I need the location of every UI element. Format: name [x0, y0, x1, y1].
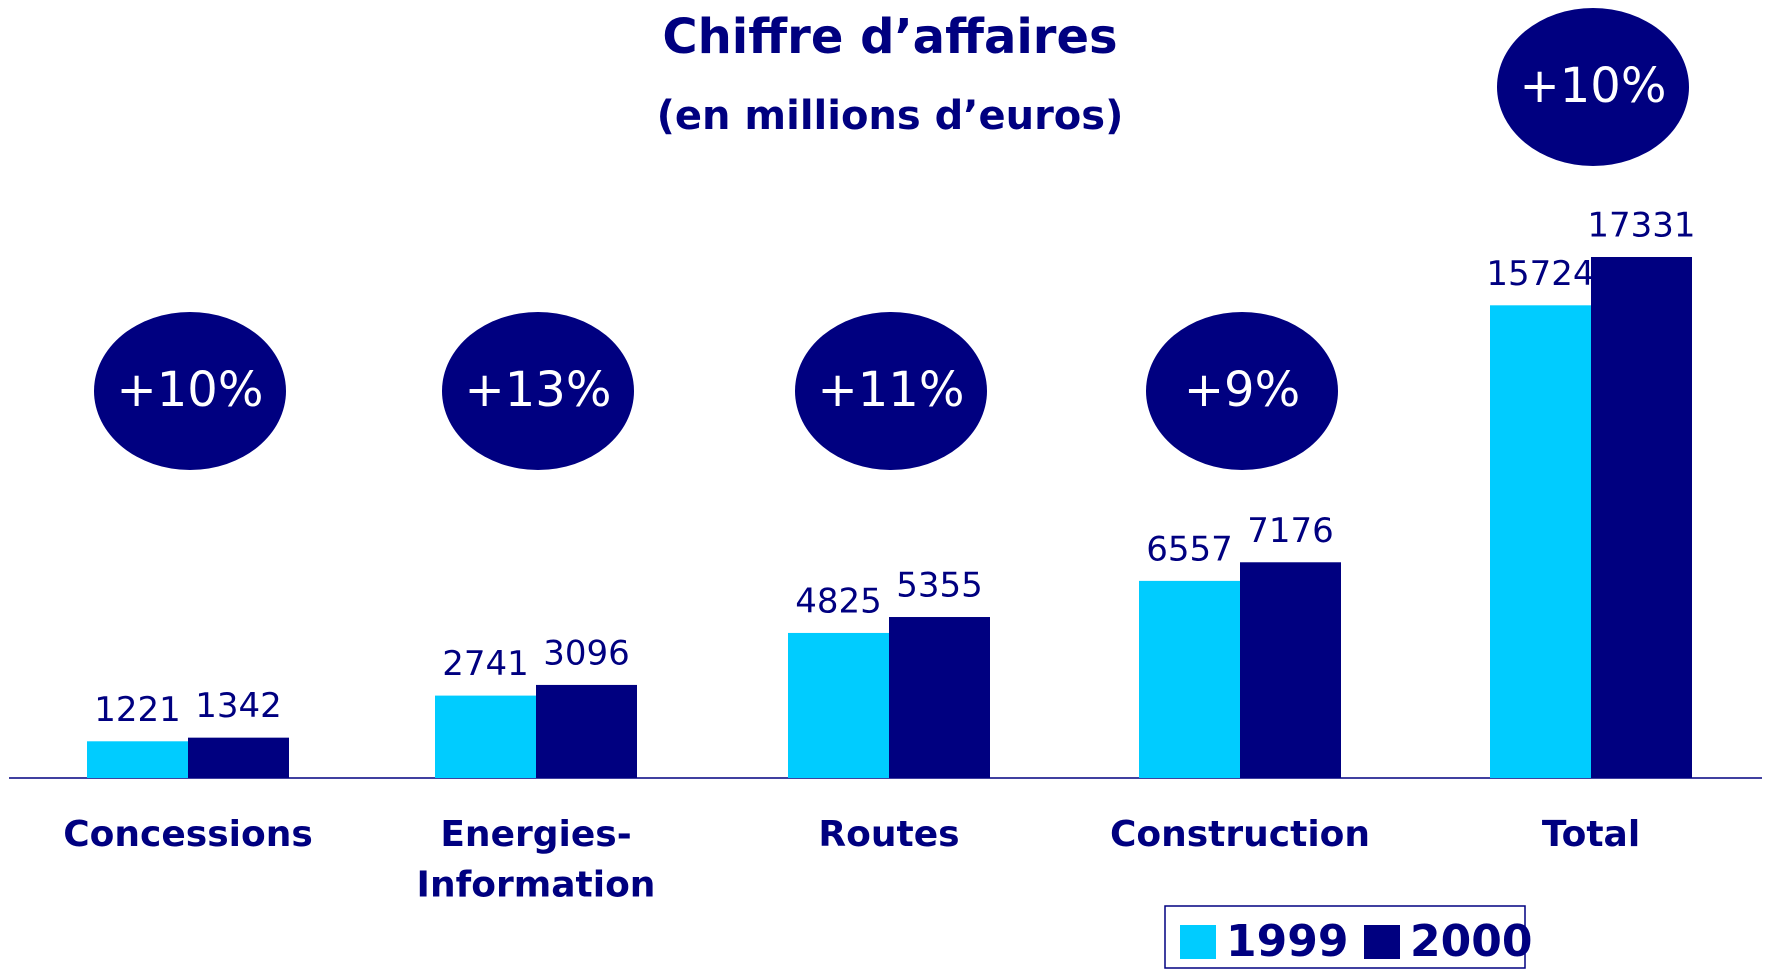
legend-box	[1164, 905, 1526, 969]
value-label: 5355	[896, 566, 983, 606]
growth-bubble	[94, 312, 286, 470]
growth-bubble	[1146, 312, 1338, 470]
growth-label: +11%	[818, 362, 965, 418]
legend-label: 2000	[1410, 916, 1532, 967]
chart-subtitle: (en millions d’euros)	[657, 93, 1124, 139]
value-label: 7176	[1247, 511, 1334, 551]
growth-label: +13%	[465, 362, 612, 418]
x-tick-label: Total	[1542, 814, 1640, 855]
bar	[1240, 562, 1341, 778]
value-label: 17331	[1587, 206, 1695, 246]
bar	[188, 737, 289, 778]
bar	[1139, 580, 1240, 778]
x-tick-label: Construction	[1110, 814, 1370, 855]
legend-swatch	[1364, 925, 1400, 959]
bar	[536, 684, 637, 778]
value-label: 2741	[442, 644, 529, 684]
bar	[1591, 257, 1692, 778]
bar	[1490, 305, 1591, 778]
growth-bubble	[795, 312, 987, 470]
bar	[788, 632, 889, 778]
bar	[435, 695, 536, 778]
value-label: 4825	[795, 581, 882, 621]
growth-label: +9%	[1184, 362, 1300, 418]
value-label: 3096	[543, 633, 630, 673]
bar	[889, 617, 990, 778]
value-label: 6557	[1146, 529, 1233, 569]
value-label: 1221	[94, 690, 181, 730]
legend-swatch	[1180, 925, 1216, 959]
chart-title: Chiffre d’affaires	[662, 9, 1117, 65]
x-tick-label: Routes	[818, 814, 959, 855]
value-label: 15724	[1486, 254, 1594, 294]
growth-label: +10%	[117, 362, 264, 418]
bar	[87, 741, 188, 778]
growth-label: +10%	[1520, 58, 1667, 114]
x-tick-label: Concessions	[63, 814, 313, 855]
legend-label: 1999	[1226, 916, 1348, 967]
growth-bubble	[1497, 8, 1689, 166]
value-label: 1342	[195, 686, 282, 726]
growth-bubble	[442, 312, 634, 470]
x-tick-label: Energies-Information	[417, 814, 656, 905]
